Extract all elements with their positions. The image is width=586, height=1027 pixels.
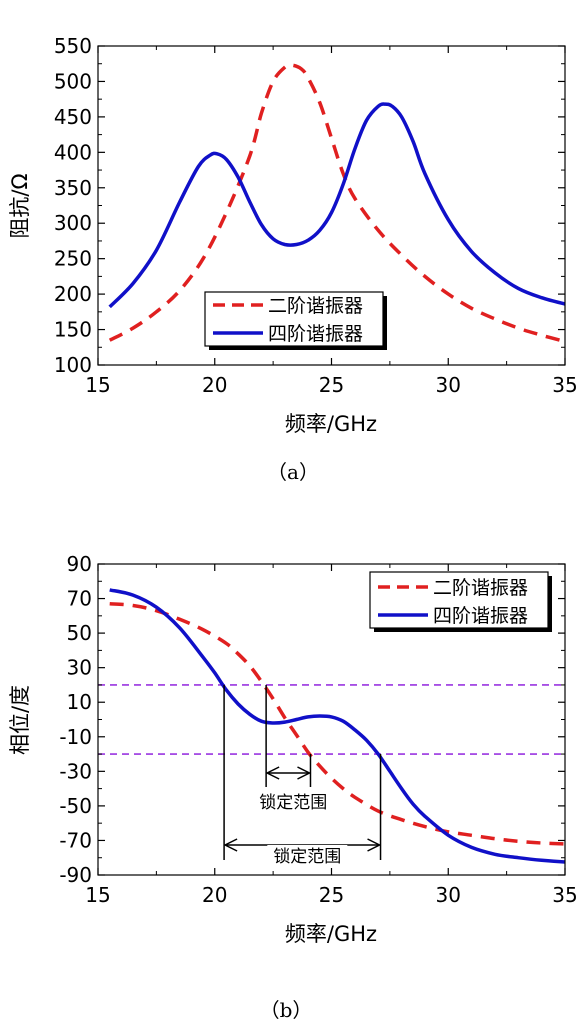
panel-a-xtick-label: 25 [319,373,344,397]
panel-a-ytick-label: 350 [54,176,92,200]
panel-b-ytick-label: 70 [67,587,92,611]
panel-a-ytick-label: 450 [54,105,92,129]
panel-a-legend-box [204,291,384,347]
panel-b-xtick-label: 20 [202,883,227,907]
panel-b-ytick-label: -50 [59,794,92,818]
panel-a-ytick-label: 100 [54,353,92,377]
lock-range-label: 锁定范围 [259,793,327,813]
panel-b-xlabel: 频率/GHz [285,922,377,946]
panel-b-ylabel: 相位/度 [8,685,32,755]
lock-range-arrowhead [223,838,238,852]
panel-a-legend-label-1: 二阶谐振器 [268,295,363,317]
panel-a-ytick-label: 400 [54,140,92,164]
panel-b-series-line-2 [109,588,565,864]
panel-b-xtick-label: 15 [85,883,110,907]
panel-b-legend-box [369,571,549,629]
panel-a-xtick-label: 15 [85,373,110,397]
panel-a-ytick-label: 550 [54,34,92,58]
lock-range-label-bg [267,845,348,867]
panel-b-ytick-label: 30 [67,656,92,680]
panel-a-ylabel: 阻抗/Ω [8,173,32,238]
panel-a-xtick-label: 20 [202,373,227,397]
panel-b-caption: （b） [260,998,313,1022]
panel-a-caption: （a） [267,460,319,484]
panel-a-ytick-label: 150 [54,318,92,342]
lock-range-label: 锁定范围 [273,847,341,867]
panel-a-ytick-label: 300 [54,211,92,235]
panel-b-legend: 二阶谐振器 四阶谐振器 [369,571,552,632]
panel-b-legend-label-2: 四阶谐振器 [433,605,528,627]
lock-range-arrowhead [367,838,382,852]
panel-a-legend-label-2: 四阶谐振器 [268,323,363,345]
panel-b-ytick-label: -10 [59,725,92,749]
panel-a: 15 20 25 30 35 100 150 200 250 300 350 400 450 500 550… [8,34,578,484]
panel-a-series-line-1 [108,63,565,344]
panel-a-xtick-label: 30 [436,373,461,397]
panel-b-legend-label-1: 二阶谐振器 [433,577,528,599]
lock-range-arrowhead [297,766,312,780]
lock-range-label-bg [253,791,334,813]
panel-a-xtick-label: 35 [552,373,577,397]
panel-b-ytick-label: 50 [67,621,92,645]
panel-b-ytick-label: -90 [59,863,92,887]
panel-b-xtick-label: 35 [552,883,577,907]
lock-range-arrowhead [265,766,280,780]
panel-a-xlabel: 频率/GHz [285,412,377,436]
panel-b-ytick-label: 10 [67,690,92,714]
panel-b-ytick-label: 90 [67,552,92,576]
panel-b-ytick-label: -30 [59,759,92,783]
panel-b-series-line-1 [109,601,565,846]
panel-a-legend: 二阶谐振器 四阶谐振器 [204,291,387,350]
panel-a-series-line-2 [108,102,565,309]
panel-a-ytick-label: 500 [54,69,92,93]
panel-b-xtick-label: 30 [436,883,461,907]
panel-b-ytick-label: -70 [59,828,92,852]
panel-a-ytick-label: 250 [54,247,92,271]
panel-b: 15 20 25 30 35 90 70 50 30 10 -10 -30 -50 -70 -90 锁定范围… [8,552,578,1022]
panel-b-xtick-label: 25 [319,883,344,907]
panel-a-ytick-label: 200 [54,282,92,306]
